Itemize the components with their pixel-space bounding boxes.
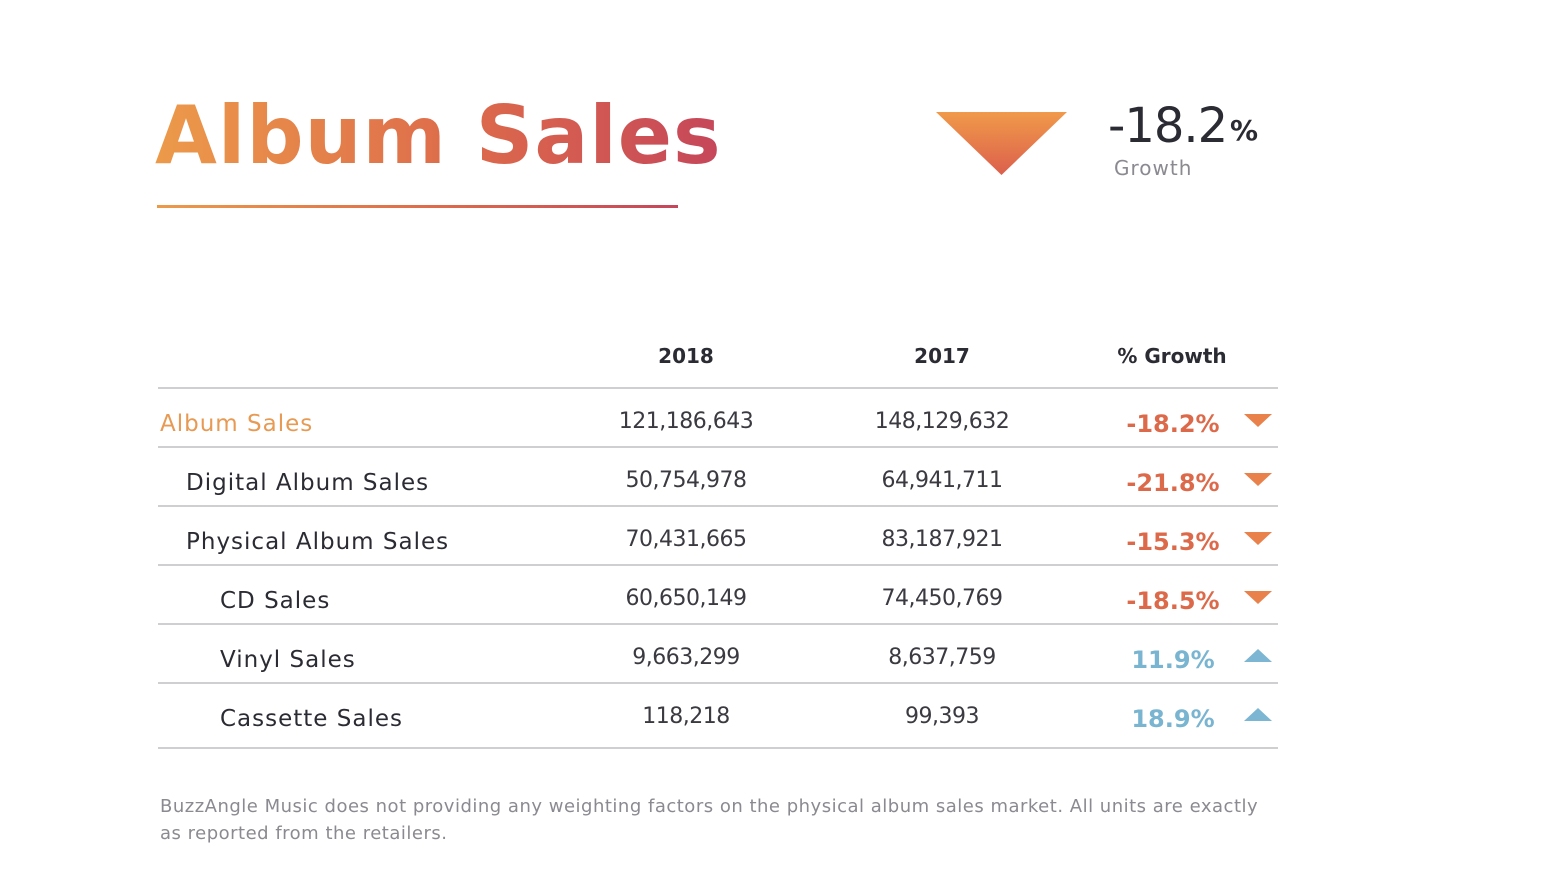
growth-value: -18.2%: [1126, 410, 1220, 438]
growth-value: -15.3%: [1126, 528, 1220, 556]
value-2018: 9,663,299: [632, 645, 740, 670]
value-2018: 118,218: [642, 704, 730, 729]
table-row: Vinyl Sales 9,663,299 8,637,759 11.9%: [158, 625, 1278, 684]
table-body: Album Sales 121,186,643 148,129,632 -18.2% D…: [158, 389, 1278, 749]
value-2017: 74,450,769: [881, 586, 1003, 611]
footnote: BuzzAngle Music does not providing any w…: [160, 796, 1259, 844]
column-header-growth: % Growth: [1117, 344, 1227, 368]
value-2018: 50,754,978: [625, 468, 747, 493]
table-row: Cassette Sales 118,218 99,393 18.9%: [158, 684, 1278, 749]
table-row: Album Sales 121,186,643 148,129,632 -18.2%: [158, 389, 1278, 448]
page-title: Album Sales: [155, 89, 722, 182]
table-row: Digital Album Sales 50,754,978 64,941,711 -…: [158, 448, 1278, 507]
down-arrow-icon: [1244, 414, 1272, 427]
value-2018: 70,431,665: [625, 527, 747, 552]
value-2017: 8,637,759: [888, 645, 996, 670]
value-2017: 64,941,711: [881, 468, 1003, 493]
row-label: Vinyl Sales: [220, 647, 356, 673]
table-header-row: 2018 2017 % Growth: [158, 330, 1278, 389]
row-label: Physical Album Sales: [186, 529, 450, 555]
value-2018: 60,650,149: [625, 586, 747, 611]
up-arrow-icon: [1244, 708, 1272, 721]
value-2017: 83,187,921: [881, 527, 1003, 552]
summary-growth-unit: %: [1230, 114, 1259, 147]
column-header-2017: 2017: [914, 344, 970, 368]
album-sales-table: 2018 2017 % Growth Album Sales 121,186,64…: [158, 330, 1278, 749]
row-label: Digital Album Sales: [186, 470, 430, 496]
value-2017: 148,129,632: [874, 409, 1010, 434]
growth-down-arrow-icon: [936, 112, 1067, 175]
table-row: Physical Album Sales 70,431,665 83,187,921…: [158, 507, 1278, 566]
growth-value: -18.5%: [1126, 587, 1220, 615]
summary-growth-label: Growth: [1114, 156, 1193, 180]
down-arrow-icon: [1244, 591, 1272, 604]
row-label: Cassette Sales: [220, 706, 403, 732]
title-underline: [157, 205, 678, 208]
growth-value: -21.8%: [1126, 469, 1220, 497]
summary-growth-value: -18.2: [1108, 98, 1228, 154]
table-row: CD Sales 60,650,149 74,450,769 -18.5%: [158, 566, 1278, 625]
row-label: CD Sales: [220, 588, 331, 614]
column-header-2018: 2018: [658, 344, 714, 368]
down-arrow-icon: [1244, 473, 1272, 486]
value-2018: 121,186,643: [618, 409, 754, 434]
up-arrow-icon: [1244, 649, 1272, 662]
growth-value: 11.9%: [1131, 646, 1215, 674]
growth-value: 18.9%: [1131, 705, 1215, 733]
row-label: Album Sales: [160, 411, 314, 437]
value-2017: 99,393: [905, 704, 979, 729]
down-arrow-icon: [1244, 532, 1272, 545]
